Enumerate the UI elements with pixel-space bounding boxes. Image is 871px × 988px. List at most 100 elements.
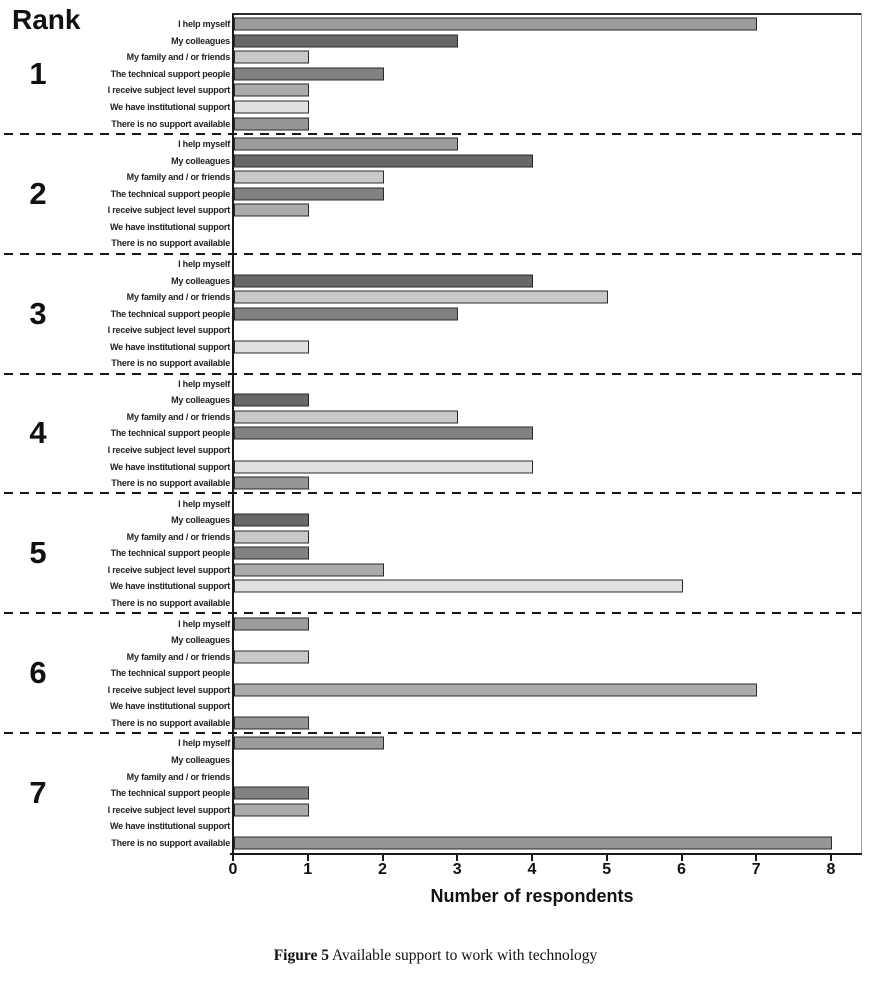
y-axis-line [232,14,234,853]
rank-separator-line [4,612,864,615]
category-label: I receive subject level support [107,445,231,456]
category-label: I help myself [178,19,230,30]
bar-row: My family and / or friends [0,409,871,426]
bar [234,203,309,217]
caption-figure-number: Figure 5 [273,947,329,964]
bar-row: I receive subject level support [0,202,871,219]
category-label: The technical support people [110,668,231,679]
bar [234,546,309,560]
x-tick [755,855,758,861]
bar-row: I help myself [0,376,871,393]
rank-label: 5 [29,535,47,571]
bar-row: The technical support people [0,425,871,442]
rank-label: 4 [29,415,47,451]
bar [234,836,832,850]
bar [234,307,459,321]
bar [234,460,533,474]
category-label: We have institutional support [109,221,230,232]
bar [234,393,309,407]
x-tick [306,855,309,861]
category-label: My family and / or friends [126,172,231,183]
rank-group: 1 I help myself My colleagues My family and… [0,14,871,134]
x-tick-label: 3 [452,861,462,878]
x-tick [531,855,533,861]
bar-row: There is no support available [0,115,871,132]
bar-row: The technical support people [0,545,871,562]
bar-row: There is no support available [0,595,871,612]
bar [234,34,459,48]
bar-row: We have institutional support [0,338,871,355]
category-label: My colleagues [171,754,230,765]
bar-row: I help myself [0,256,871,273]
rank-label: 7 [29,775,47,811]
x-tick [381,855,384,861]
category-label: I help myself [178,738,230,749]
bar [234,170,384,184]
bar-row: I help myself [0,16,871,33]
category-label: My colleagues [171,635,230,646]
bar-row: My colleagues [0,272,871,289]
rank-label: 1 [29,55,47,91]
category-label: The technical support people [110,68,231,79]
category-label: My colleagues [171,35,230,46]
bar-row: I receive subject level support [0,442,871,459]
category-label: We have institutional support [109,341,230,352]
bar-row: I help myself [0,136,871,153]
bar [234,579,683,593]
rank-label: 6 [29,655,47,691]
category-label: My family and / or friends [126,411,231,422]
category-label: I help myself [178,258,230,269]
category-label: There is no support available [111,238,230,249]
bar-row: My colleagues [0,512,871,529]
rank-group: 4 I help myself My colleagues My family and… [0,374,871,494]
category-label: I help myself [178,139,230,150]
rank-label: 3 [29,295,47,331]
rank-separator-line [4,252,864,255]
category-label: There is no support available [111,118,230,129]
category-label: My family and / or friends [126,651,231,662]
rank-separator-line [4,132,864,135]
bar-row: We have institutional support [0,458,871,475]
category-label: I receive subject level support [107,205,231,216]
bar [234,563,384,577]
bar [234,617,309,631]
bar-row: My family and / or friends [0,169,871,186]
bar-row: My colleagues [0,752,871,769]
bar-row: The technical support people [0,305,871,322]
rank-group: 6 I help myself My colleagues My family and… [0,613,871,733]
bar [234,17,758,31]
plot-top-border [232,13,862,15]
category-label: The technical support people [110,548,231,559]
bar [234,716,309,730]
x-tick [232,855,234,861]
bar-row: There is no support available [0,475,871,492]
category-label: I receive subject level support [107,325,231,336]
bar-row: My family and / or friends [0,768,871,785]
bar-row: I help myself [0,495,871,512]
bar [234,476,309,490]
category-label: There is no support available [111,478,230,489]
category-label: There is no support available [111,717,230,728]
category-label: The technical support people [110,428,231,439]
bar [234,274,533,288]
category-label: My family and / or friends [126,292,231,303]
category-label: We have institutional support [109,461,230,472]
bar-row: My colleagues [0,152,871,169]
rank-separator-line [4,732,864,735]
category-label: The technical support people [110,788,231,799]
category-label: The technical support people [110,188,231,199]
bar-row: The technical support people [0,185,871,202]
bar-row: We have institutional support [0,818,871,835]
category-label: The technical support people [110,308,231,319]
bar-row: My family and / or friends [0,529,871,546]
bar-row: My colleagues [0,392,871,409]
bar-row: My family and / or friends [0,648,871,665]
bar [234,187,384,201]
category-label: We have institutional support [109,102,230,113]
category-label: There is no support available [111,358,230,369]
caption-text: Available support to work with technolog… [328,947,598,964]
bar-row: We have institutional support [0,698,871,715]
bar [234,803,309,817]
rank-group: 3 I help myself My colleagues My family and… [0,254,871,374]
